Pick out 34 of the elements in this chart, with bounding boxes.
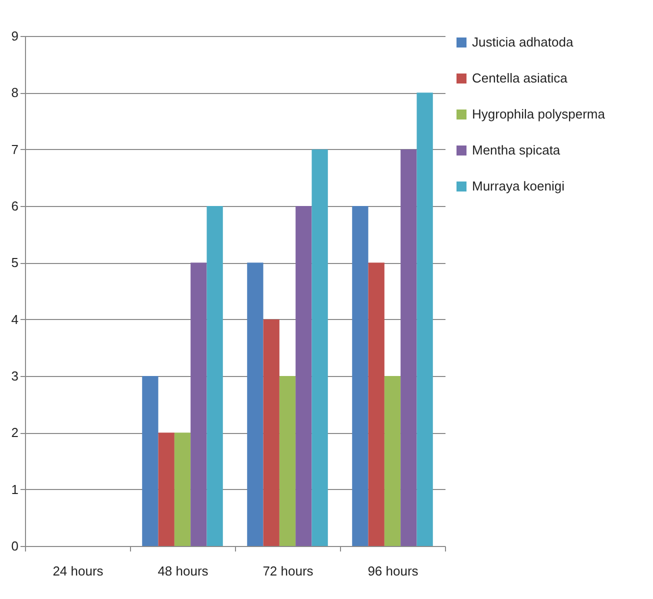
bar	[312, 149, 328, 546]
bar	[263, 319, 280, 546]
bar	[416, 92, 433, 546]
y-tick-label: 6	[11, 198, 18, 214]
legend-label: Centella asiatica	[472, 70, 568, 86]
bar	[158, 432, 174, 546]
legend-label: Mentha spicata	[472, 142, 561, 158]
bar	[368, 262, 384, 546]
y-tick-label: 9	[11, 28, 18, 44]
bar	[174, 432, 191, 546]
bar	[384, 376, 401, 546]
legend-label: Justicia adhatoda	[472, 34, 574, 50]
y-tick-label: 7	[11, 142, 18, 157]
bar	[142, 376, 158, 546]
y-tick-label: 1	[11, 482, 18, 497]
bar	[206, 206, 223, 546]
bar	[190, 262, 207, 546]
y-tick-label: 0	[11, 538, 18, 554]
bar	[352, 206, 368, 546]
legend-label: Murraya koenigi	[472, 178, 565, 194]
bar	[247, 262, 264, 546]
legend-label: Hygrophila polysperma	[472, 106, 606, 122]
y-tick-label: 8	[11, 85, 18, 100]
y-tick-label: 2	[11, 425, 18, 440]
bar	[279, 376, 296, 546]
y-tick-label: 3	[11, 368, 18, 384]
x-tick-label: 96 hours	[368, 564, 419, 578]
x-tick-label: 24 hours	[52, 564, 104, 578]
bar	[400, 149, 417, 546]
y-tick-label: 4	[11, 312, 18, 327]
y-tick-label: 5	[11, 255, 18, 270]
x-tick-label: 72 hours	[262, 564, 314, 578]
bar	[296, 206, 312, 546]
x-tick-label: 48 hours	[158, 564, 209, 578]
